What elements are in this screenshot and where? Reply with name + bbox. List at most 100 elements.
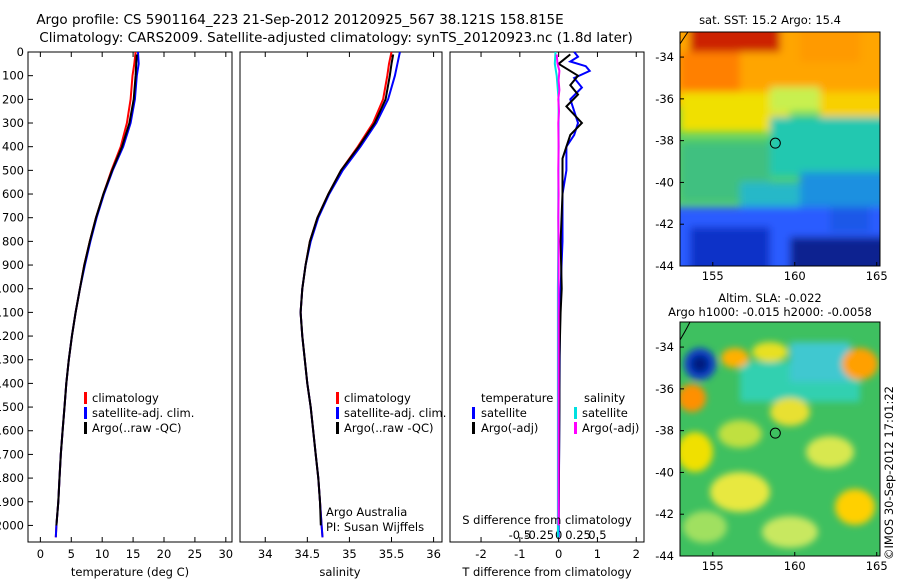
salinity-series (299, 51, 401, 538)
x-tick-label: 0 (555, 547, 562, 561)
depth-tick-label: 1000 (0, 282, 24, 296)
legend-label-argo: Argo(..raw -QC) (92, 421, 182, 435)
s-diff-tick-label: 0.25 (565, 528, 591, 542)
x-tick-label: 25 (188, 547, 203, 561)
lon-tick-label: 160 (784, 559, 806, 573)
temperature-axes (27, 51, 233, 543)
x-tick-label: 1 (594, 547, 601, 561)
lat-tick-label: -44 (655, 549, 674, 563)
lat-tick-label: -34 (655, 340, 674, 354)
header-line-2: Climatology: CARS2009. Satellite-adjuste… (39, 30, 632, 46)
difference-series (553, 51, 592, 538)
depth-tick-label: 0 (17, 45, 24, 59)
lat-tick-label: -42 (655, 507, 674, 521)
sst-longitude-ticks: 155 160 165 (702, 262, 888, 283)
x-tick-label: 0 (37, 547, 44, 561)
lat-tick-label: -38 (655, 424, 674, 438)
sla-coastline (679, 321, 691, 341)
lat-tick-label: -40 (655, 465, 674, 479)
legend-swatch-satellite (336, 407, 339, 419)
depth-tick-label: 1900 (0, 495, 24, 509)
t-difference-ticks: -2 -1 0 1 2 (475, 52, 640, 561)
series-line-temperature-argo-adj- (556, 53, 584, 526)
depth-tick-label: 1300 (0, 353, 24, 367)
sst-latitude-ticks: -34 -36 -38 -40 -42 -44 (655, 50, 684, 273)
series-line-salinity-argo-adj- (555, 54, 561, 526)
lat-tick-label: -38 (655, 134, 674, 148)
depth-tick-label: 1800 (0, 471, 24, 485)
depth-tick-label: 1500 (0, 400, 24, 414)
salinity-panel: 34 34.5 35 35.5 36 salinity climatology sate… (239, 51, 446, 579)
depth-tick-label: 900 (2, 258, 24, 272)
t-difference-xlabel: T difference from climatology (461, 565, 632, 579)
depth-tick-label: 1100 (0, 305, 24, 319)
depth-tick-label: 1200 (0, 329, 24, 343)
x-tick-label: -1 (514, 547, 525, 561)
sla-map-title-line-1: Altim. SLA: -0.022 (718, 291, 822, 305)
depth-tick-label: 1600 (0, 424, 24, 438)
legend-swatch-climatology (84, 392, 87, 404)
annotation-pi: PI: Susan Wijffels (326, 520, 424, 534)
legend-label-t-satellite: satellite (481, 406, 527, 420)
legend-label-s-argo: Argo(-adj) (582, 421, 639, 435)
depth-tick-label: 1700 (0, 447, 24, 461)
s-difference-xlabel: S difference from climatology (462, 513, 632, 527)
lat-tick-label: -36 (655, 92, 674, 106)
legend-label-climatology: climatology (92, 391, 159, 405)
x-tick-label: 10 (95, 547, 110, 561)
sla-map-frame (679, 321, 881, 557)
depth-tick-label: 1400 (0, 376, 24, 390)
depth-tick-label: 800 (2, 234, 24, 248)
depth-tick-label: 400 (2, 140, 24, 154)
depth-tick-label: 600 (2, 187, 24, 201)
difference-legend: temperature salinity satellite Argo(-adj… (472, 391, 639, 435)
sst-map-panel: sat. SST: 15.2 Argo: 15.4 (655, 13, 888, 283)
s-diff-tick-label: -0.5 (509, 528, 531, 542)
lat-tick-label: -40 (655, 175, 674, 189)
legend-swatch-s-satellite (574, 407, 577, 419)
legend-swatch-s-argo (574, 422, 577, 434)
sst-coastline (679, 31, 689, 45)
lon-tick-label: 165 (866, 559, 888, 573)
salinity-xlabel: salinity (319, 565, 360, 579)
depth-tick-label: 200 (2, 92, 24, 106)
s-difference-ticks: -0.5-0.25 0 0.250.5 (509, 528, 607, 542)
x-tick-label: -2 (475, 547, 486, 561)
x-tick-label: 36 (426, 547, 441, 561)
legend-label-climatology: climatology (344, 391, 411, 405)
sst-map-frame (679, 31, 881, 267)
x-tick-label: 5 (68, 547, 75, 561)
legend-swatch-climatology (336, 392, 339, 404)
legend-swatch-argo (84, 422, 87, 434)
x-tick-label: 15 (126, 547, 141, 561)
annotation-argo-australia: Argo Australia (326, 505, 407, 519)
depth-tick-label: 700 (2, 211, 24, 225)
lon-tick-label: 155 (702, 559, 724, 573)
legend-swatch-t-argo (472, 422, 475, 434)
legend-label-t-argo: Argo(-adj) (481, 421, 538, 435)
sla-map-panel: Altim. SLA: -0.022 Argo h1000: -0.015 h2… (655, 291, 887, 573)
lon-tick-label: 165 (866, 269, 888, 283)
legend-title-salinity: salinity (584, 391, 625, 405)
lat-tick-label: -34 (655, 50, 674, 64)
header-line-1: Argo profile: CS 5901164_223 21-Sep-2012… (36, 12, 563, 28)
x-tick-label: 30 (218, 547, 233, 561)
x-tick-label: 20 (157, 547, 172, 561)
x-tick-label: 35.5 (379, 547, 405, 561)
depth-tick-label: 300 (2, 116, 24, 130)
temperature-legend: climatology satellite-adj. clim. Argo(..… (84, 391, 194, 435)
s-diff-tick-label: -0.25 (524, 528, 554, 542)
salinity-ticks: 34 34.5 35 35.5 36 (258, 52, 441, 561)
legend-label-argo: Argo(..raw -QC) (344, 421, 434, 435)
s-diff-tick-label: 0.5 (588, 528, 606, 542)
lon-tick-label: 155 (702, 269, 724, 283)
sst-map-title: sat. SST: 15.2 Argo: 15.4 (699, 13, 841, 27)
legend-label-s-satellite: satellite (582, 406, 628, 420)
series-line-temperature-satellite (557, 51, 592, 538)
sst-heatmap (680, 32, 880, 266)
difference-panel: -2 -1 0 1 2 -0.5-0.25 0 0.250.5 T difference f… (449, 51, 645, 579)
x-tick-label: 35 (342, 547, 357, 561)
difference-axes (449, 51, 645, 543)
timestamp-stamp: ©IMOS 30-Sep-2012 17:01:22 (882, 386, 896, 560)
